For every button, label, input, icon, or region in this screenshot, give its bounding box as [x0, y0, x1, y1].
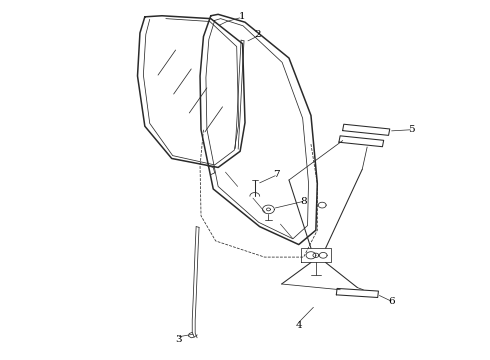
- Text: 1: 1: [239, 12, 246, 21]
- Text: 4: 4: [295, 321, 302, 330]
- Text: 2: 2: [254, 30, 261, 39]
- Text: 5: 5: [408, 125, 415, 134]
- Text: 8: 8: [300, 197, 307, 206]
- Text: 6: 6: [388, 297, 395, 306]
- Text: 7: 7: [273, 170, 280, 179]
- Text: 3: 3: [176, 335, 182, 344]
